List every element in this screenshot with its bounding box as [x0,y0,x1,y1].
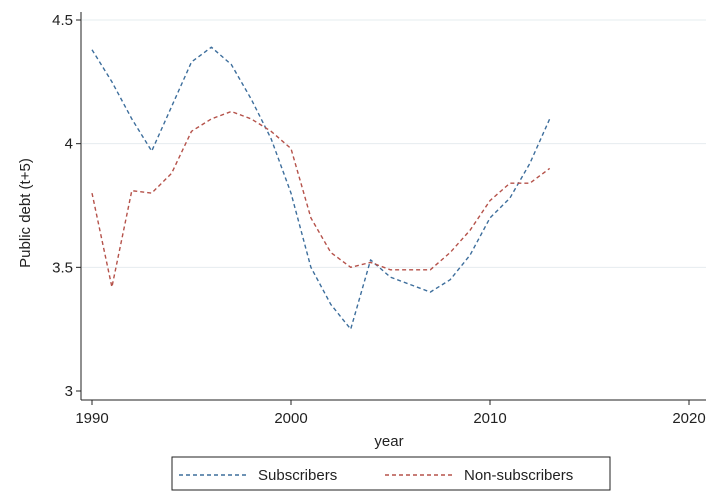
y-tick-label: 3.5 [52,259,73,276]
series-line-subscribers [91,46,551,330]
series-line-non-subscribers [91,110,551,288]
axes [80,12,706,401]
ticks: 3 3.5 4 4.5 1990 2000 2010 2020 [52,12,706,427]
x-tick-label: 1990 [75,410,108,427]
x-tick-label: 2020 [672,410,705,427]
x-tick-label: 2010 [473,410,506,427]
y-tick-label: 4.5 [52,12,73,29]
legend-label: Subscribers [258,467,337,484]
x-axis-title: year [374,433,403,450]
legend-label: Non-subscribers [464,467,573,484]
x-tick-label: 2000 [274,410,307,427]
y-tick-label: 4 [65,136,73,153]
y-axis-title: Public debt (t+5) [17,158,34,268]
gridlines [82,19,706,268]
legend-items: Subscribers Non-subscribers [179,467,573,484]
series-lines [91,46,551,330]
legend: Subscribers Non-subscribers [171,456,611,491]
legend-box [171,456,611,491]
y-tick-label: 3 [65,383,73,400]
